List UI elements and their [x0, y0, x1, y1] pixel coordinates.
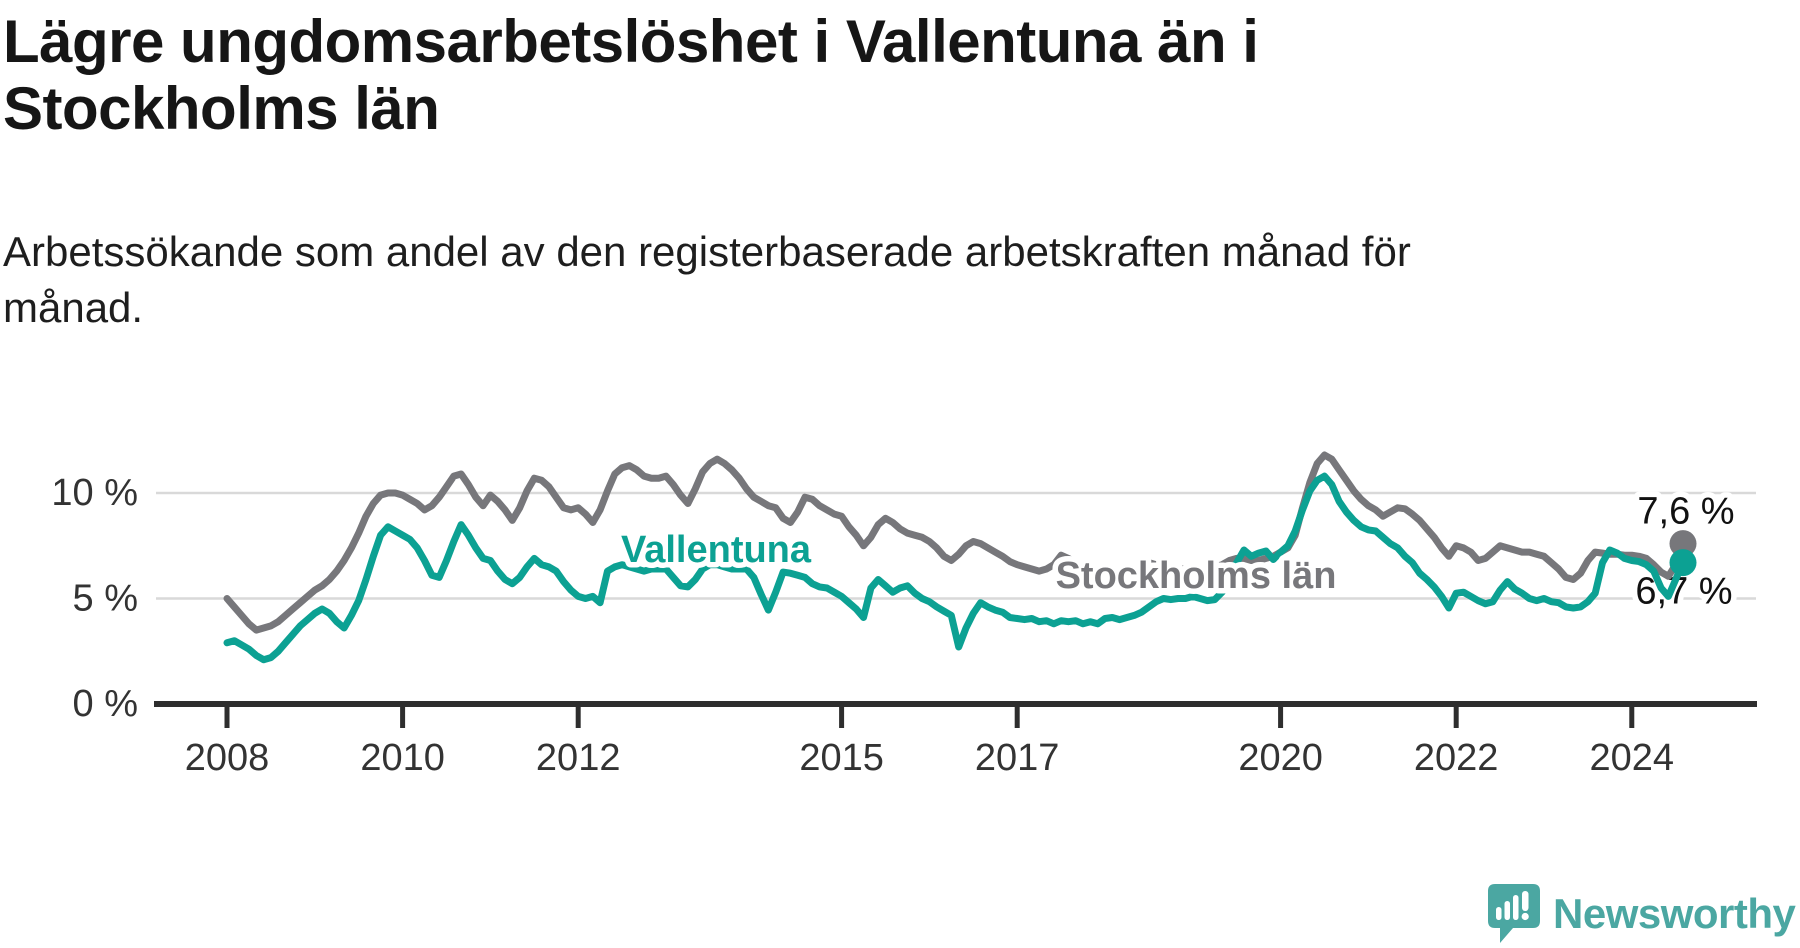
- x-tick-label-2020: 2020: [1238, 737, 1323, 779]
- end-value-label-stockholm: 7,6 %: [1637, 491, 1734, 533]
- x-tick-label-2022: 2022: [1414, 737, 1499, 779]
- page-subtitle: Arbetssökande som andel av den registerb…: [3, 228, 1411, 331]
- x-tick-label-2017: 2017: [975, 737, 1060, 779]
- series-label-vallentuna: Vallentuna: [621, 529, 812, 571]
- series-end-dot-vallentuna: [1669, 549, 1697, 577]
- newsworthy-logo: Newsworthy: [1488, 884, 1796, 944]
- newsworthy-wordmark: Newsworthy: [1553, 890, 1796, 937]
- page-title: Lägre ungdomsarbetslöshet i Vallentuna ä…: [3, 8, 1259, 142]
- series-label-stockholm: Stockholms län: [1056, 555, 1337, 597]
- y-tick-label-5: 5 %: [73, 578, 138, 620]
- x-tick-label-2008: 2008: [185, 737, 270, 779]
- y-tick-label-0: 0 %: [73, 683, 138, 725]
- x-tick-label-2012: 2012: [536, 737, 621, 779]
- x-tick-label-2010: 2010: [360, 737, 445, 779]
- x-tick-label-2015: 2015: [799, 737, 884, 779]
- series-line-stockholm: [223, 451, 1687, 634]
- end-value-label-vallentuna: 6,7 %: [1635, 571, 1732, 613]
- newsworthy-icon: [1488, 884, 1540, 943]
- series-line-vallentuna: [223, 472, 1687, 664]
- x-tick-label-2024: 2024: [1590, 737, 1675, 779]
- y-tick-label-10: 10 %: [51, 472, 138, 514]
- series-end-dot-stockholm: [1669, 530, 1697, 558]
